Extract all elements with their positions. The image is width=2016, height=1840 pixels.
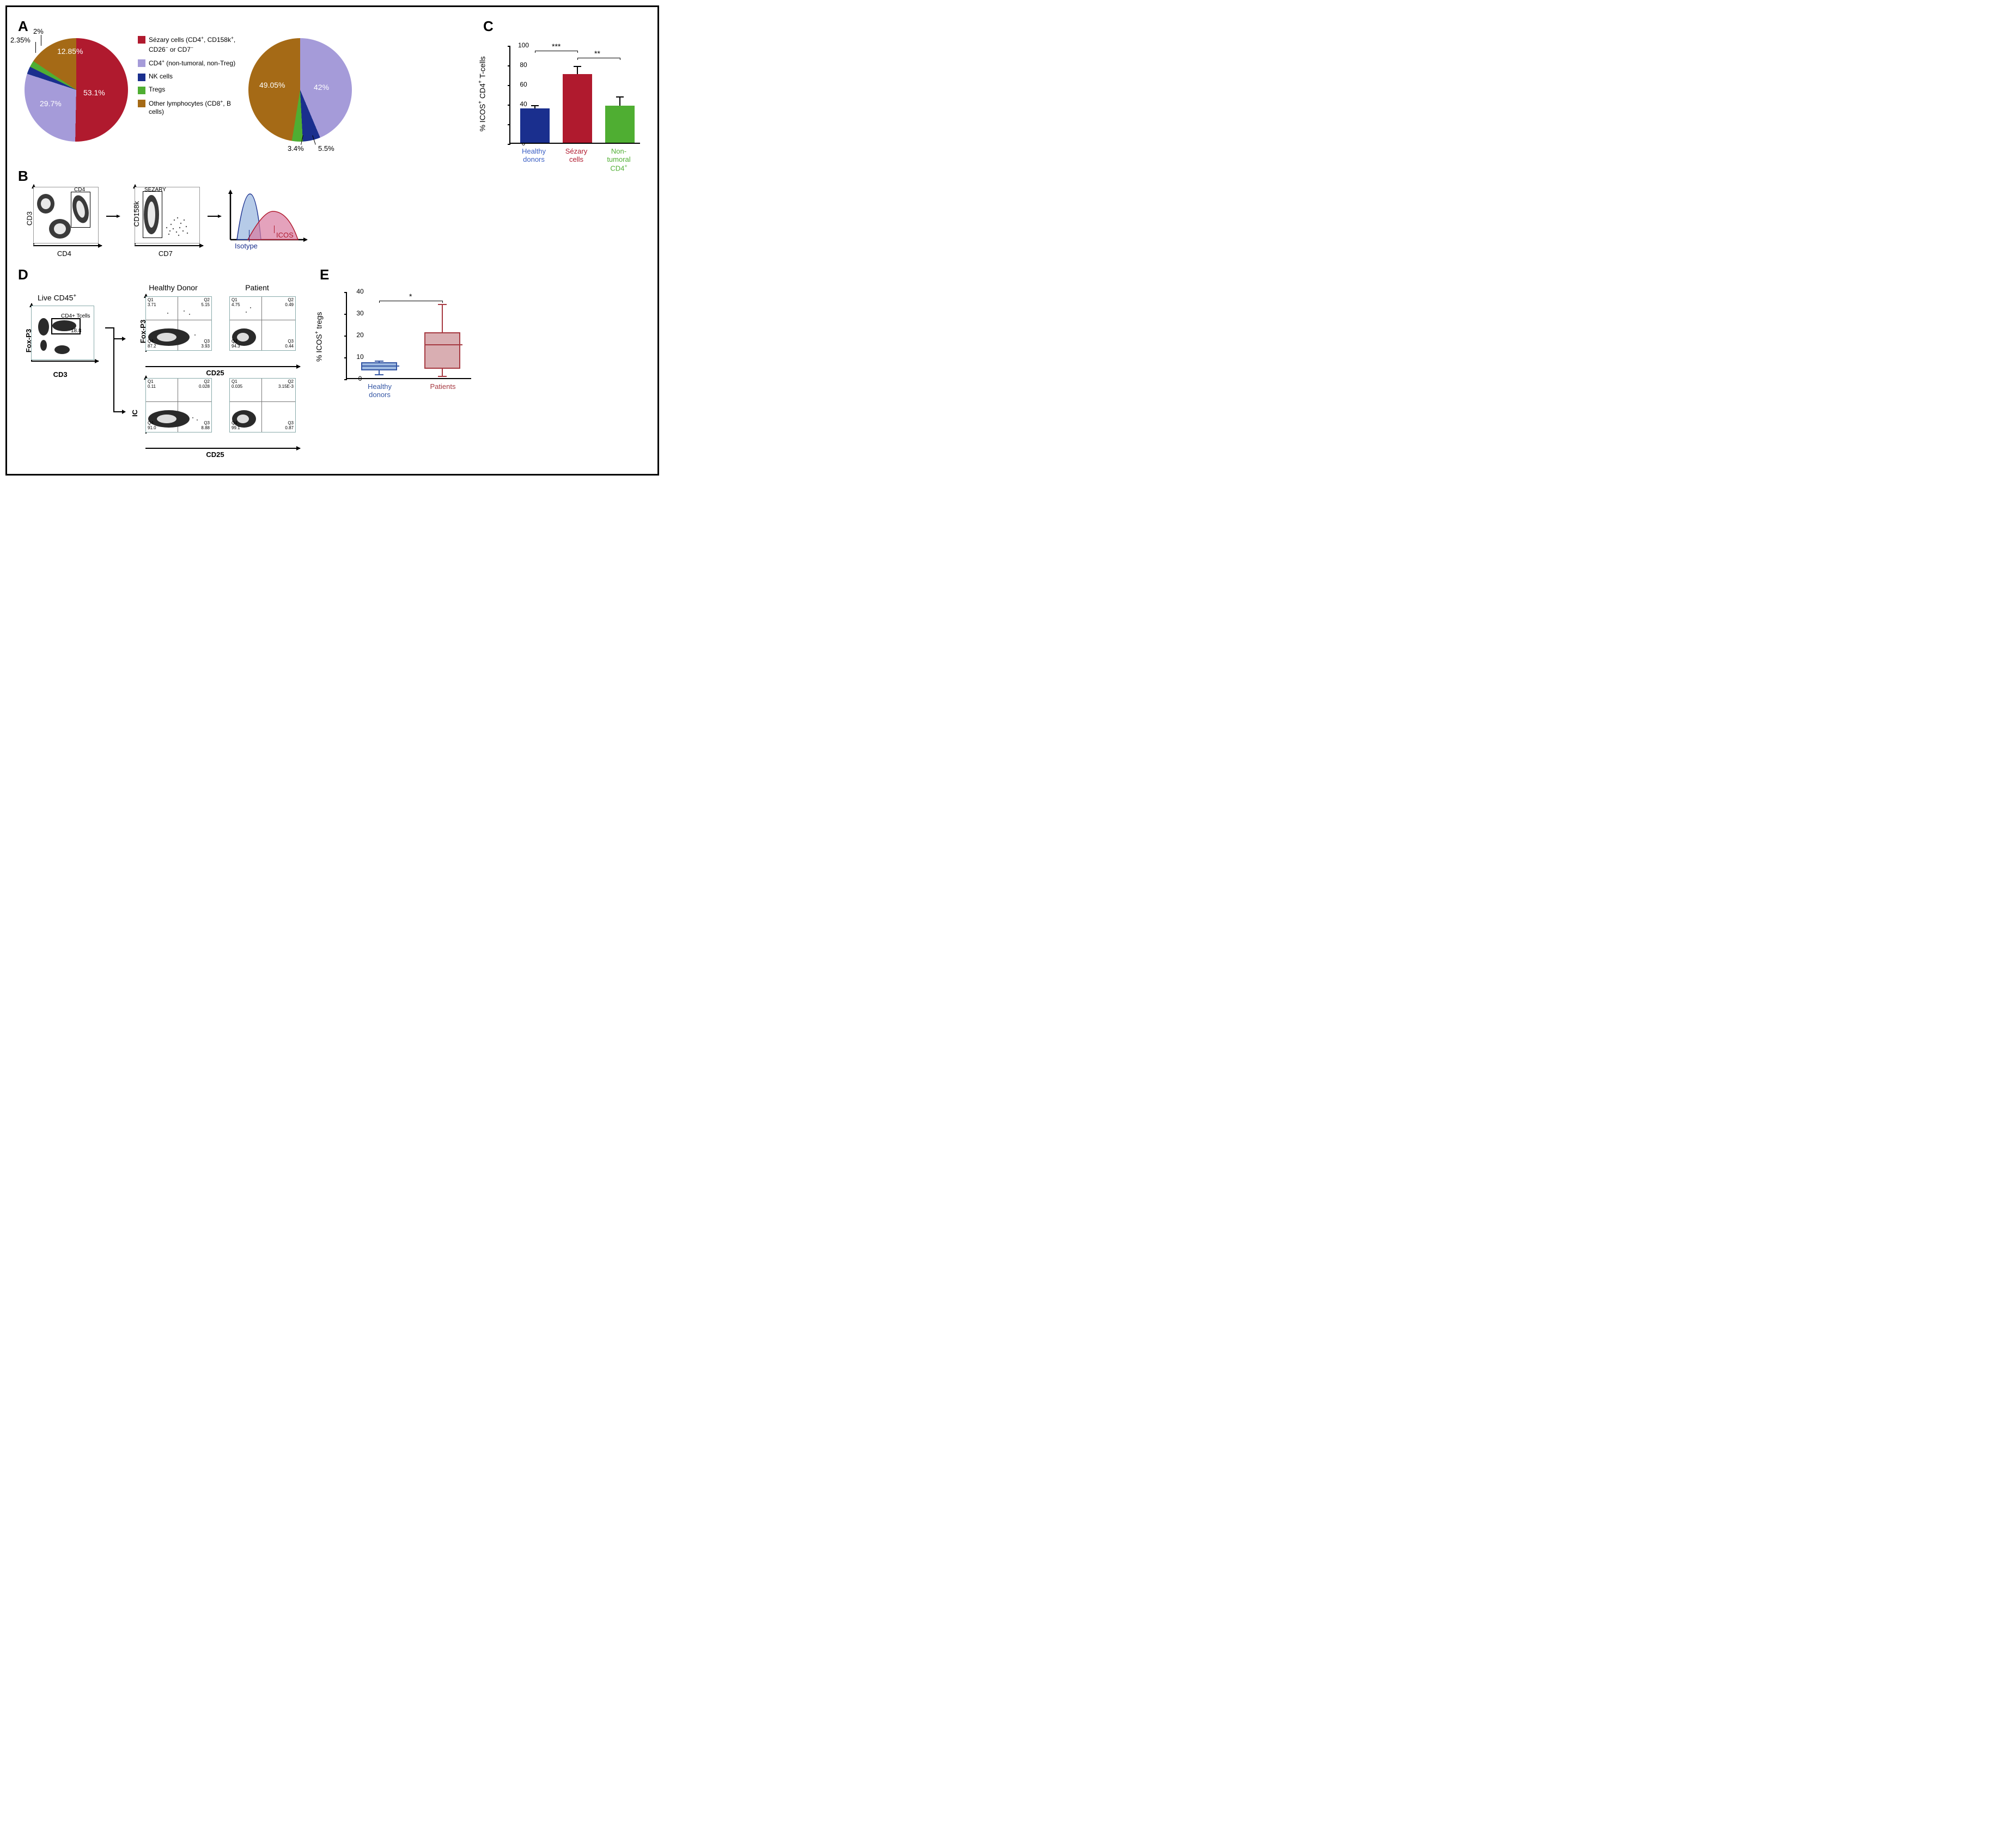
pie2-label-blue: 5.5% [318, 144, 334, 153]
d-row1-ylabel: Fox-P3 [139, 320, 147, 343]
d-row2-ylabel: IC [131, 410, 139, 417]
box-plot-area: 010203040* [346, 292, 471, 379]
legend-item: Tregs [138, 86, 239, 94]
bar [520, 108, 550, 143]
e-ylabel: % ICOS+ tregs [314, 312, 324, 362]
legend-item: NK cells [138, 72, 239, 81]
panel-b-label: B [18, 168, 647, 185]
facs-area-2: SEZARY [135, 187, 200, 243]
d-live-ylabel: Fox-P3 [25, 329, 33, 352]
panel-e-label: E [320, 266, 478, 283]
pie1-label-brown: 12.85% [57, 47, 83, 56]
bar-chart-c: % ICOS+ CD4+ T-cells 020406080100***** H… [483, 35, 647, 166]
figure-frame: A 53.1% 29.7% 2.35% 2% 12.85% Sézary cel… [5, 5, 659, 476]
flow-arrow-1 [106, 216, 119, 217]
d-live-title: Live CD45+ [38, 293, 100, 302]
legend-item: Sézary cells (CD4+, CD158k+, CD26− or CD… [138, 35, 239, 54]
box [424, 332, 460, 369]
pie2-label-lav: 42% [314, 83, 329, 92]
facs-plot-2: SEZARY CD7 CD158k [123, 185, 204, 255]
pie1-label-red: 53.1% [83, 88, 105, 97]
legend-item: CD4+ (non-tumoral, non-Treg) [138, 58, 239, 68]
d-patient-foxp3: Q14.75 Q20.49 Q30.44 Q494.3 010³10⁴10⁵01… [216, 293, 298, 365]
pie1-wrap: 53.1% 29.7% 2.35% 2% 12.85% [25, 38, 128, 142]
d-healthy-foxp3: Q13.71 Q25.15 Q33.93 Q487.2 010³10⁴10⁵01… [132, 293, 214, 365]
facs2-ylabel: CD158k [132, 201, 141, 227]
bar-label: Sézary cells [557, 147, 595, 163]
d-live-area: CD4+ Tcells 18.8 010³10⁴10⁵010³10⁴10⁵ [31, 306, 94, 360]
pie1-label-green: 2% [33, 27, 44, 35]
panel-d-label: D [18, 266, 298, 283]
gate-label-cd4: CD4 [74, 187, 85, 193]
d-row2-xlabel: CD25 [206, 450, 224, 459]
histogram-svg [224, 187, 311, 247]
bar-plot-area: 020406080100***** [509, 46, 640, 144]
pie2-wrap: 42% 5.5% 3.4% 49.05% [248, 38, 352, 142]
pie1-label-blue: 2.35% [10, 36, 31, 44]
gate-label-sezary: SEZARY [144, 187, 166, 193]
bar-label: Non-tumoralCD4+ [600, 147, 638, 172]
box-label: Patients [421, 382, 465, 391]
panel-c-label: C [483, 18, 647, 35]
facs1-xlabel: CD4 [57, 249, 71, 258]
c-ylabel: % ICOS+ CD4+ T-cells [478, 56, 487, 131]
branch-arrows [104, 316, 128, 463]
d-col2-title: Patient [216, 283, 298, 292]
d-live-plot: CD4+ Tcells 18.8 010³10⁴10⁵010³10⁴10⁵ CD… [18, 302, 100, 374]
bar [605, 106, 635, 143]
pie2-label-green: 3.4% [288, 144, 304, 153]
box-chart-e: % ICOS+ tregs 010203040* HealthydonorsPa… [320, 283, 478, 403]
facs2-xlabel: CD7 [159, 249, 173, 258]
facs-area-1: CD4 [33, 187, 99, 243]
pie-chart-2 [248, 38, 352, 142]
icos-label: ICOS [276, 231, 294, 239]
d-live-xlabel: CD3 [53, 370, 68, 379]
flow-arrow-2 [208, 216, 221, 217]
panel-b: CD4 CD4 CD3 [21, 185, 647, 255]
pie2-label-brown: 49.05% [259, 81, 285, 89]
facs-plot-1: CD4 CD4 CD3 [21, 185, 103, 255]
panel-a: 53.1% 29.7% 2.35% 2% 12.85% Sézary cells… [18, 35, 470, 142]
d-patient-ic: Q10.035 Q23.15E-3 Q30.87 Q499.1 010³10⁴1… [216, 375, 298, 447]
legend-item: Other lymphocytes (CD8+, B cells) [138, 99, 239, 117]
d-col1-title: Healthy Donor [132, 283, 214, 292]
bar [563, 74, 592, 143]
pie-legend: Sézary cells (CD4+, CD158k+, CD26− or CD… [138, 35, 239, 121]
d-healthy-ic: Q10.11 Q20.028 Q38.88 Q491.0 010³10⁴10⁵0… [132, 375, 214, 447]
histogram-plot: Isotype ICOS [224, 187, 311, 253]
d-grid: Healthy Donor Q13.71 Q25.15 Q33.93 Q487.… [132, 283, 298, 463]
panel-e: E % ICOS+ tregs 010203040* Healthydonors… [320, 266, 478, 463]
panel-a-label: A [18, 18, 470, 35]
facs1-ylabel: CD3 [26, 211, 34, 226]
pie1-label-lav: 29.7% [40, 99, 62, 108]
isotype-label: Isotype [235, 242, 258, 250]
panel-c: C % ICOS+ CD4+ T-cells 020406080100*****… [483, 18, 647, 166]
box-label: Healthydonors [358, 382, 401, 399]
bar-label: Healthydonors [515, 147, 553, 163]
panel-d: Live CD45+ CD4+ Tcells 18.8 010³10⁴10⁵01… [18, 283, 298, 463]
